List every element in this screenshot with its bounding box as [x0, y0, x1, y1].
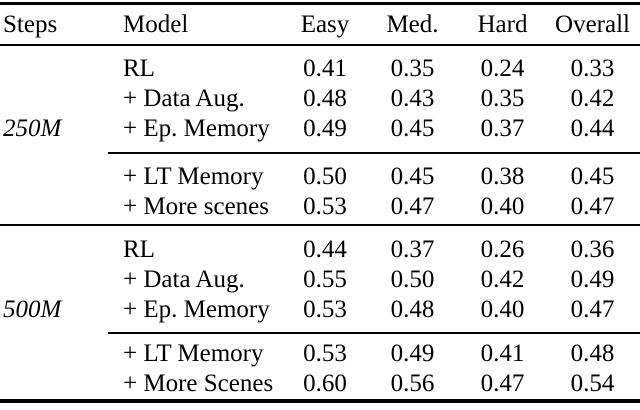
overall-value: 0.45	[570, 163, 615, 190]
overall-value: 0.36	[570, 236, 615, 263]
top-rule	[0, 2, 640, 5]
hard-value: 0.35	[480, 85, 525, 112]
spacer	[0, 325, 640, 332]
steps-label-500M: 500M	[3, 296, 62, 323]
spacer	[0, 144, 640, 152]
hard-value: 0.37	[480, 115, 525, 142]
hard-value: 0.40	[480, 193, 525, 220]
table-row: 500M + Ep. Memory 0.53 0.48 0.40 0.47	[0, 295, 640, 325]
med-value: 0.49	[390, 340, 435, 367]
partial-rule	[108, 152, 640, 154]
easy-value: 0.55	[303, 266, 347, 293]
column-header-easy: Easy	[300, 11, 350, 38]
med-value: 0.37	[390, 236, 435, 263]
hard-value: 0.42	[480, 266, 525, 293]
spacer	[0, 226, 640, 235]
model-cell: RL	[123, 55, 155, 82]
bottom-rule	[0, 399, 640, 403]
model-cell: + LT Memory	[123, 340, 264, 367]
spacer	[0, 154, 640, 162]
hard-value: 0.38	[480, 163, 525, 190]
med-value: 0.48	[390, 296, 435, 323]
easy-value: 0.53	[303, 296, 347, 323]
hard-value: 0.40	[480, 296, 525, 323]
column-header-model: Model	[123, 11, 189, 38]
model-cell: + Ep. Memory	[123, 296, 270, 323]
hard-value: 0.24	[480, 55, 525, 82]
table-row: + LT Memory 0.50 0.45 0.38 0.45	[0, 162, 640, 192]
overall-value: 0.48	[570, 340, 615, 367]
med-value: 0.43	[390, 85, 435, 112]
table-row: + Data Aug. 0.48 0.43 0.35 0.42	[0, 84, 640, 114]
overall-value: 0.47	[570, 193, 615, 220]
easy-value: 0.53	[303, 340, 347, 367]
model-cell: + More scenes	[123, 193, 269, 220]
easy-value: 0.41	[303, 55, 347, 82]
column-header-hard: Hard	[477, 11, 528, 38]
med-value: 0.35	[390, 55, 435, 82]
med-value: 0.47	[390, 193, 435, 220]
hard-value: 0.41	[480, 340, 525, 367]
med-value: 0.50	[390, 266, 435, 293]
easy-value: 0.44	[303, 236, 347, 263]
table-row: + More scenes 0.53 0.47 0.40 0.47	[0, 192, 640, 222]
hard-value: 0.47	[480, 370, 525, 397]
easy-value: 0.49	[303, 115, 347, 142]
overall-value: 0.54	[570, 370, 615, 397]
section-divider-rule	[0, 224, 640, 226]
table-row: + Data Aug. 0.55 0.50 0.42 0.49	[0, 265, 640, 295]
table-row: + More Scenes 0.60 0.56 0.47 0.54	[0, 369, 640, 399]
easy-value: 0.48	[303, 85, 347, 112]
table-header-row: Steps Model Easy Med. Hard Overall	[0, 5, 640, 44]
overall-value: 0.49	[570, 266, 615, 293]
med-value: 0.56	[390, 370, 435, 397]
overall-value: 0.47	[570, 296, 615, 323]
overall-value: 0.42	[570, 85, 615, 112]
column-header-steps: Steps	[3, 11, 58, 38]
table-row: + LT Memory 0.53 0.49 0.41 0.48	[0, 339, 640, 369]
hard-value: 0.26	[480, 236, 525, 263]
easy-value: 0.60	[303, 370, 347, 397]
med-value: 0.45	[390, 115, 435, 142]
table-row: RL 0.44 0.37 0.26 0.36	[0, 235, 640, 265]
column-header-med: Med.	[386, 11, 439, 38]
model-cell: + LT Memory	[123, 163, 264, 190]
easy-value: 0.50	[303, 163, 347, 190]
model-cell: + More Scenes	[123, 370, 274, 397]
easy-value: 0.53	[303, 193, 347, 220]
overall-value: 0.33	[570, 55, 615, 82]
steps-label-250M: 250M	[3, 115, 62, 142]
column-header-overall: Overall	[555, 11, 630, 38]
med-value: 0.45	[390, 163, 435, 190]
model-cell: RL	[123, 236, 155, 263]
model-cell: + Data Aug.	[123, 85, 245, 112]
table-row: RL 0.41 0.35 0.24 0.33	[0, 54, 640, 84]
model-cell: + Data Aug.	[123, 266, 245, 293]
header-rule	[0, 44, 640, 46]
overall-value: 0.44	[570, 115, 615, 142]
spacer	[0, 46, 640, 54]
table-row: 250M + Ep. Memory 0.49 0.45 0.37 0.44	[0, 114, 640, 144]
partial-rule	[108, 332, 640, 334]
model-cell: + Ep. Memory	[123, 115, 270, 142]
